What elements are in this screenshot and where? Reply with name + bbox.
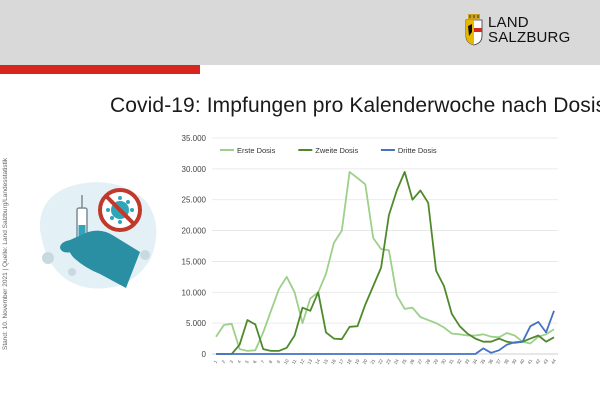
x-tick-label: 33: [464, 358, 471, 365]
x-tick-label: 35: [479, 358, 486, 365]
page-title: Covid-19: Impfungen pro Kalenderwoche na…: [110, 94, 600, 117]
x-tick-label: 8: [268, 359, 274, 364]
x-tick-label: 43: [542, 358, 549, 365]
legend-label: Erste Dosis: [237, 146, 276, 155]
x-tick-label: 10: [283, 358, 290, 365]
x-tick-label: 22: [377, 358, 384, 365]
y-tick-label: 20.000: [182, 227, 207, 236]
x-tick-label: 16: [330, 358, 337, 365]
x-tick-label: 34: [472, 358, 479, 365]
logo-text-line1: LAND: [488, 14, 529, 31]
x-tick-label: 25: [401, 358, 408, 365]
x-tick-label: 5: [244, 359, 250, 364]
x-tick-label: 29: [432, 358, 439, 365]
x-tick-label: 42: [534, 358, 541, 365]
x-tick-label: 9: [276, 359, 282, 364]
x-tick-label: 41: [527, 358, 534, 365]
vaccination-illustration: [39, 182, 157, 289]
x-tick-label: 20: [361, 358, 368, 365]
x-tick-label: 1: [213, 359, 219, 364]
accent-bar: [0, 65, 200, 74]
x-tick-label: 26: [409, 358, 416, 365]
logo-text-line2: SALZBURG: [488, 29, 571, 46]
x-tick-label: 39: [511, 358, 518, 365]
vaccination-chart: 0 5.000 10.000 15.000 20.000 25.000 30.000 35.0…: [182, 134, 558, 365]
x-tick-label: 15: [322, 358, 329, 365]
virus-icon: [140, 250, 150, 260]
x-tick-label: 11: [291, 358, 298, 365]
hand-icon: [60, 230, 140, 288]
x-tick-label: 30: [440, 358, 447, 365]
y-tick-label: 15.000: [182, 257, 207, 266]
x-tick-label: 13: [306, 358, 313, 365]
x-tick-label: 31: [448, 358, 455, 365]
x-tick-label: 32: [456, 358, 463, 365]
x-tick-label: 12: [299, 358, 306, 365]
x-tick-label: 24: [393, 358, 400, 365]
y-tick-label: 10.000: [182, 288, 207, 297]
x-tick-label: 3: [228, 359, 234, 364]
gear-icon: [42, 252, 76, 276]
x-tick-label: 38: [503, 358, 510, 365]
x-tick-label: 37: [495, 358, 502, 365]
series-line-dritte-dosis: [216, 310, 555, 355]
x-tick-label: 27: [417, 358, 424, 365]
x-tick-label: 40: [519, 358, 526, 365]
x-tick-label: 19: [354, 358, 361, 365]
source-note: Stand: 10. November 2021 | Quelle: Land …: [2, 157, 9, 350]
logo-text: LAND SALZBURG: [488, 15, 570, 45]
x-tick-label: 21: [369, 358, 376, 365]
y-tick-label: 0: [202, 350, 207, 359]
x-tick-label: 2: [221, 359, 227, 364]
header-band: [0, 0, 600, 65]
prohibition-icon: [98, 188, 142, 232]
x-tick-label: 23: [385, 358, 392, 365]
x-tick-label: 6: [252, 359, 258, 364]
y-tick-label: 5.000: [186, 319, 207, 328]
y-tick-label: 35.000: [182, 134, 207, 143]
coat-of-arms-icon: [465, 14, 483, 46]
x-tick-label: 44: [550, 358, 557, 365]
land-salzburg-logo: LAND SALZBURG: [464, 14, 584, 50]
x-tick-label: 14: [314, 358, 321, 365]
x-tick-label: 4: [236, 359, 242, 364]
y-tick-label: 30.000: [182, 165, 207, 174]
x-tick-label: 36: [487, 358, 494, 365]
y-tick-label: 25.000: [182, 196, 207, 205]
x-tick-label: 28: [424, 358, 431, 365]
x-tick-label: 7: [260, 359, 266, 364]
legend-label: Dritte Dosis: [398, 146, 437, 155]
series-line-erste-dosis: [215, 171, 555, 352]
x-tick-label: 17: [338, 358, 345, 365]
series-line-zweite-dosis: [216, 171, 555, 355]
legend-label: Zweite Dosis: [315, 146, 358, 155]
x-tick-label: 18: [346, 358, 353, 365]
